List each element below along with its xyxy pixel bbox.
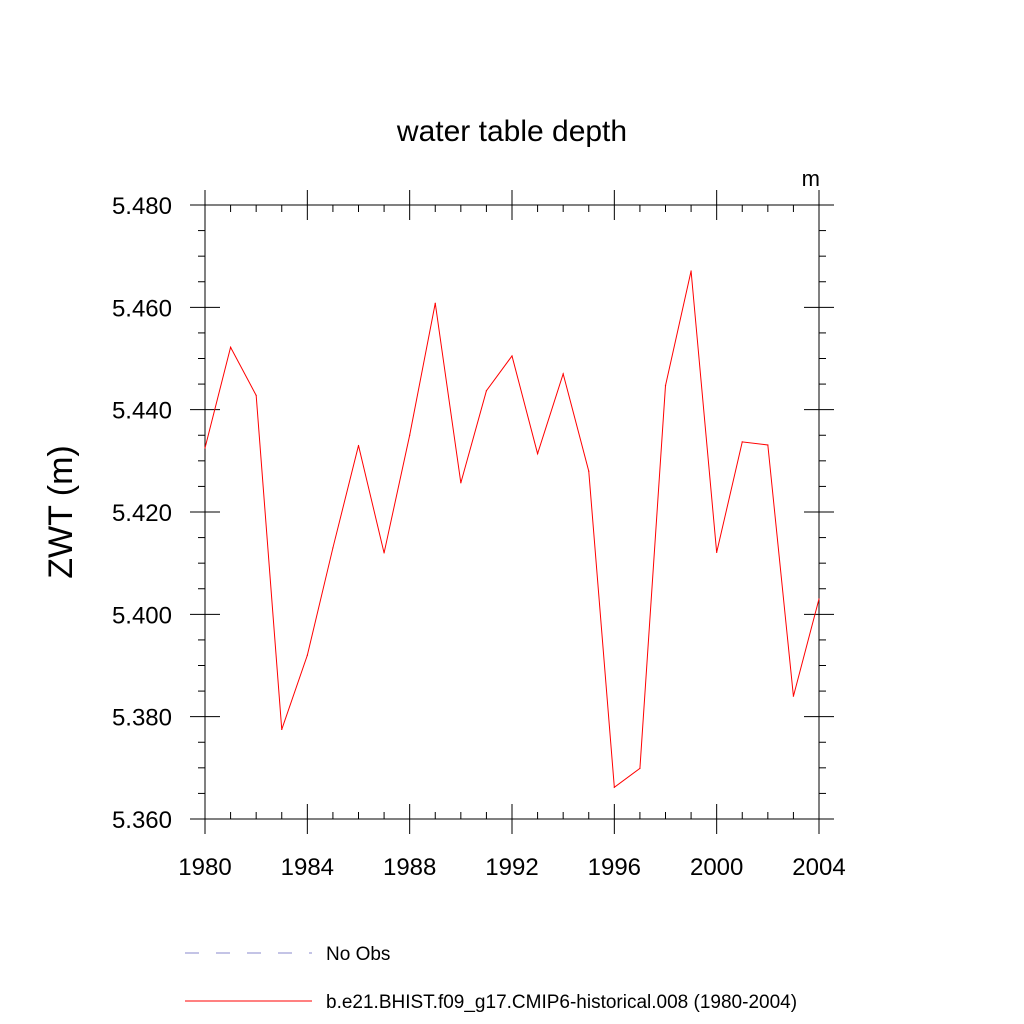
- data-point: [383, 552, 385, 554]
- data-point: [357, 444, 360, 447]
- chart-title: water table depth: [396, 115, 627, 148]
- data-point: [562, 373, 564, 375]
- data-point: [281, 728, 283, 731]
- x-tick-labels: 1980 1984 1988 1992 1996 2000 2004: [178, 854, 845, 881]
- data-point: [741, 441, 743, 443]
- data-point: [818, 598, 820, 600]
- legend-label-model: b.e21.BHIST.f09_g17.CMIP6-historical.008…: [326, 992, 797, 1013]
- x-tick-label: 2004: [792, 854, 845, 881]
- data-point: [767, 444, 769, 446]
- y-tick-labels: 5.360 5.380 5.400 5.420 5.440 5.460 5.480: [112, 193, 172, 834]
- y-tick-label: 5.400: [112, 602, 172, 629]
- data-point: [306, 654, 308, 656]
- data-point: [639, 767, 641, 769]
- data-point: [664, 385, 667, 387]
- data-point: [434, 302, 436, 304]
- data-point: [204, 447, 206, 449]
- legend-label-no-obs: No Obs: [326, 944, 390, 965]
- data-point: [255, 394, 257, 396]
- data-point: [332, 547, 334, 549]
- data-point: [716, 551, 718, 554]
- data-point: [690, 270, 692, 272]
- data-point: [409, 434, 411, 436]
- data-point: [485, 390, 488, 392]
- major-ticks: [190, 190, 834, 834]
- y-tick-label: 5.480: [112, 193, 172, 220]
- x-tick-label: 1992: [485, 854, 538, 881]
- data-point: [460, 482, 462, 484]
- y-axis-label: ZWT (m): [42, 445, 80, 578]
- data-point: [229, 346, 232, 348]
- units-label: m: [802, 166, 820, 191]
- data-point: [536, 453, 539, 455]
- legend: No Obs b.e21.BHIST.f09_g17.CMIP6-histori…: [185, 944, 797, 1013]
- x-tick-label: 2000: [690, 854, 743, 881]
- y-tick-label: 5.360: [112, 807, 172, 834]
- x-tick-label: 1988: [383, 854, 436, 881]
- y-tick-label: 5.460: [112, 295, 172, 322]
- series-layer: [204, 270, 820, 789]
- x-tick-label: 1996: [588, 854, 641, 881]
- x-tick-label: 1984: [281, 854, 334, 881]
- y-tick-label: 5.420: [112, 500, 172, 527]
- y-tick-label: 5.380: [112, 705, 172, 732]
- data-point: [792, 695, 795, 697]
- x-tick-label: 1980: [178, 854, 231, 881]
- data-point: [613, 786, 615, 788]
- minor-ticks: [198, 205, 826, 819]
- data-point: [588, 470, 590, 472]
- y-tick-label: 5.440: [112, 398, 172, 425]
- data-point: [511, 355, 513, 357]
